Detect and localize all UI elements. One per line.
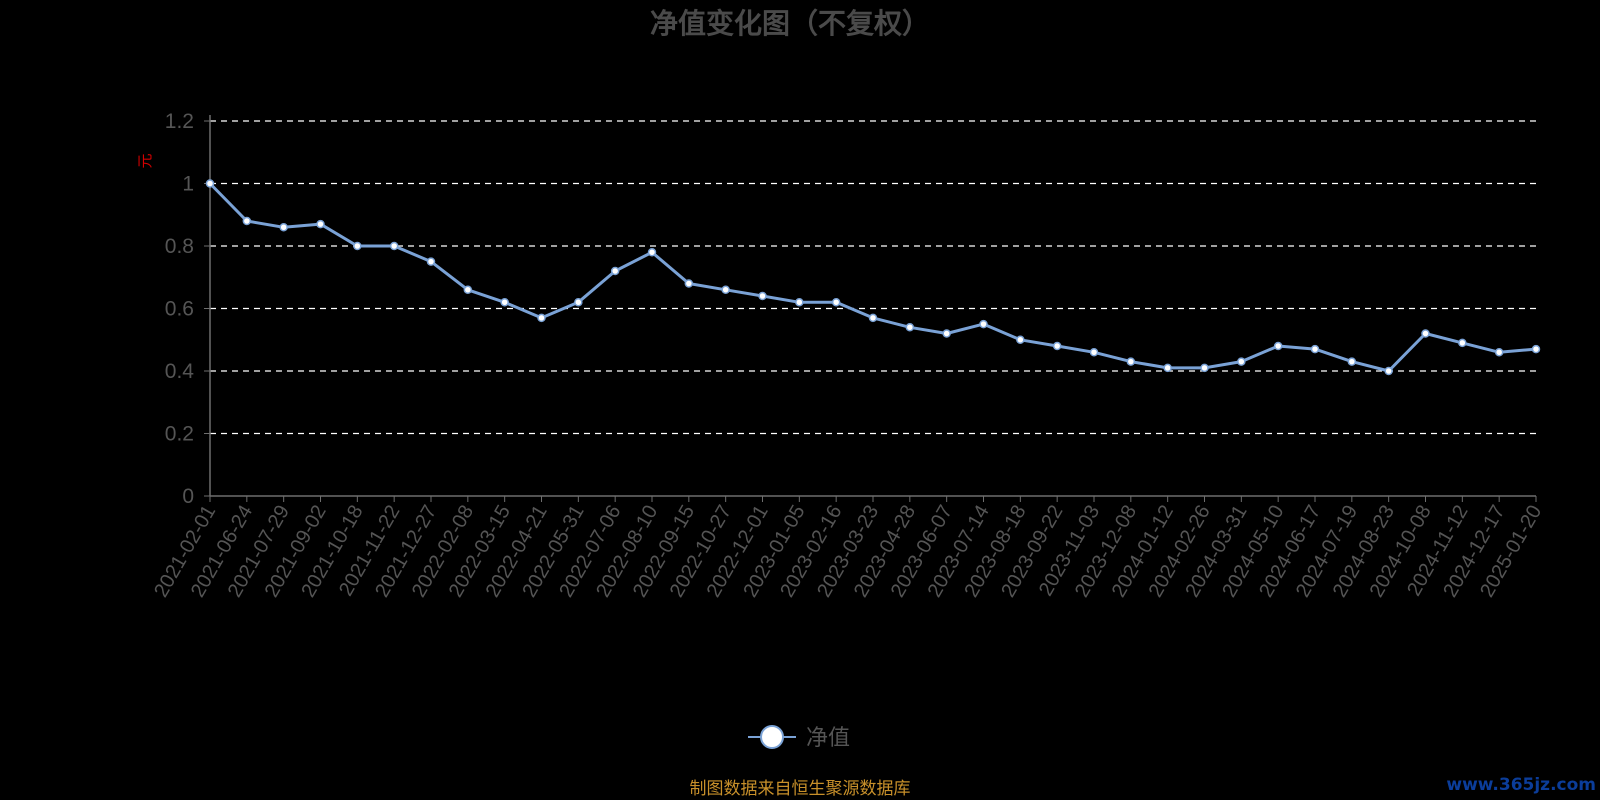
data-point[interactable] (1458, 338, 1467, 348)
data-point[interactable] (610, 266, 620, 276)
data-point[interactable] (353, 241, 362, 251)
x-axis-ticks: 2021-02-012021-06-242021-07-292021-09-02… (150, 496, 1546, 601)
data-point[interactable] (831, 298, 841, 307)
data-point[interactable] (1421, 329, 1430, 338)
data-point[interactable] (389, 241, 399, 251)
data-point[interactable] (1126, 357, 1136, 366)
data-point[interactable] (795, 298, 804, 307)
series-markers (205, 179, 1541, 376)
data-point[interactable] (1163, 363, 1172, 373)
legend-label[interactable]: 净值 (806, 726, 850, 751)
data-point[interactable] (684, 279, 694, 288)
data-point[interactable] (942, 329, 951, 338)
data-point[interactable] (868, 313, 878, 323)
data-point[interactable] (1273, 341, 1283, 351)
data-point[interactable] (537, 313, 546, 323)
data-point[interactable] (1052, 341, 1062, 351)
data-point[interactable] (500, 298, 509, 307)
data-point[interactable] (279, 223, 288, 232)
data-point[interactable] (242, 216, 252, 226)
y-tick-label: 0.4 (165, 360, 195, 383)
y-tick-label: 0.6 (165, 298, 194, 321)
data-point[interactable] (979, 319, 988, 329)
data-point[interactable] (574, 298, 583, 307)
series-line-nav (208, 182, 1537, 373)
data-point[interactable] (426, 257, 436, 266)
y-tick-label: 1 (182, 173, 194, 196)
data-point[interactable] (316, 219, 325, 229)
legend-marker (760, 725, 784, 749)
data-point[interactable] (1089, 348, 1099, 357)
data-point[interactable] (1200, 363, 1209, 373)
data-point[interactable] (1531, 344, 1541, 354)
data-point[interactable] (463, 285, 473, 294)
y-tick-label: 0.8 (165, 235, 194, 258)
data-point[interactable] (905, 323, 915, 332)
data-point[interactable] (205, 179, 215, 188)
data-source-note: 制图数据来自恒生聚源数据库 (690, 779, 911, 799)
data-point[interactable] (647, 248, 657, 257)
legend[interactable]: 净值 (748, 725, 850, 751)
data-point[interactable] (758, 291, 767, 301)
data-point[interactable] (1384, 366, 1393, 376)
y-tick-label: 0.2 (165, 423, 194, 446)
y-tick-label: 0 (182, 485, 194, 508)
y-axis-unit: 元 (137, 153, 154, 168)
grid-lines (210, 120, 1536, 435)
y-tick-label: 1.2 (165, 110, 194, 133)
data-point[interactable] (1310, 344, 1320, 354)
y-axis-ticks: 0 0.2 0.4 0.6 0.8 1 1.2 (165, 110, 210, 508)
chart-title: 净值变化图（不复权） (650, 7, 930, 40)
data-point[interactable] (721, 285, 730, 294)
data-point[interactable] (1347, 357, 1357, 366)
data-point[interactable] (1494, 348, 1504, 357)
data-point[interactable] (1016, 335, 1025, 344)
data-point[interactable] (1237, 357, 1246, 366)
watermark: www.365jz.com (1446, 775, 1596, 795)
